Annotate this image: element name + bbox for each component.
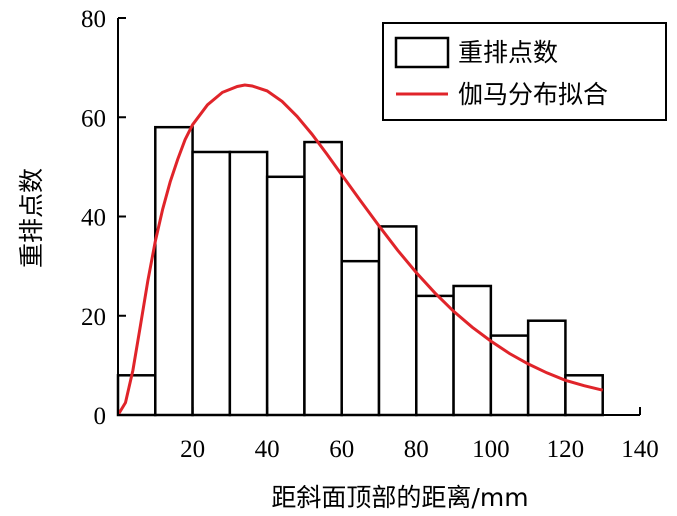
histogram-bar-8	[415, 294, 455, 417]
histogram-bar-0	[116, 374, 157, 417]
y-axis-title: 重排点数	[17, 168, 46, 268]
legend-histogram-swatch	[394, 36, 450, 69]
legend: 重排点数 伽马分布拟合	[382, 22, 667, 121]
histogram-bar-10	[489, 334, 530, 417]
x-tick-label-60: 60	[329, 436, 354, 463]
y-tick-label-40: 40	[81, 205, 106, 232]
histogram-bar-2	[191, 150, 232, 417]
y-tick-label-20: 20	[81, 304, 106, 331]
histogram-bar-7	[377, 225, 418, 417]
histogram-bar-3	[228, 150, 269, 417]
histogram-bar-6	[340, 259, 381, 417]
x-tick-label-20: 20	[180, 436, 205, 463]
y-tick-label-60: 60	[81, 105, 106, 132]
x-tick-label-100: 100	[472, 436, 510, 463]
histogram-bar-9	[452, 284, 493, 417]
x-axis-title: 距斜面顶部的距离/mm	[271, 483, 528, 512]
ticks-layer: 0 20 40 60 80 20 40 60 80 100 120 140	[81, 6, 659, 463]
histogram-bar-5	[303, 140, 343, 417]
legend-label-fit: 伽马分布拟合	[458, 80, 608, 109]
legend-label-histogram: 重排点数	[458, 38, 558, 67]
x-tick-label-120: 120	[547, 436, 585, 463]
x-tick-label-140: 140	[621, 436, 659, 463]
y-tick-label-80: 80	[81, 6, 106, 33]
y-tick-label-0: 0	[94, 403, 107, 430]
bars-layer	[116, 125, 604, 417]
x-tick-label-80: 80	[404, 436, 429, 463]
histogram-bar-4	[265, 175, 306, 417]
gamma-fit-curve	[116, 83, 604, 416]
x-tick-label-40: 40	[255, 436, 280, 463]
